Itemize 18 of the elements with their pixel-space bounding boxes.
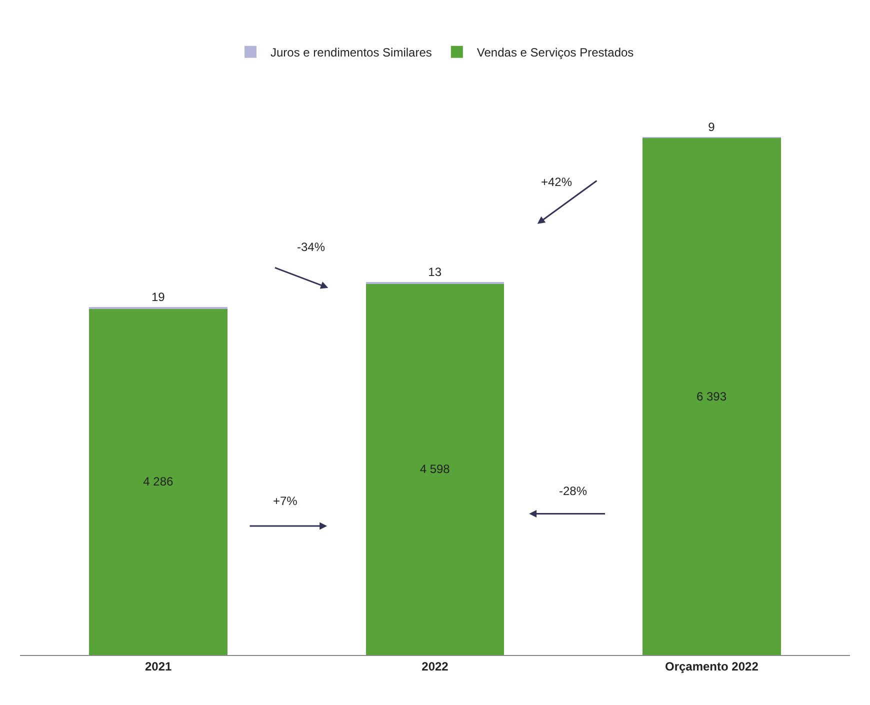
annotation: +42% xyxy=(541,175,572,189)
data-label: 4 598 xyxy=(420,462,450,476)
data-label: 9 xyxy=(708,120,716,134)
annotation: -28% xyxy=(559,484,588,498)
x-tick-label: 2021 xyxy=(144,659,172,674)
legend-label: Vendas e Serviços Prestados xyxy=(476,46,634,60)
x-tick-label: Orçamento 2022 xyxy=(664,659,759,674)
bar xyxy=(366,283,504,655)
x-tick-label: 2022 xyxy=(422,659,449,674)
data-label: 4 286 xyxy=(143,474,174,489)
data-label: 19 xyxy=(152,290,166,304)
annotation: -34% xyxy=(297,240,326,254)
bar xyxy=(642,138,781,655)
data-label: 13 xyxy=(428,265,442,279)
annotation: +7% xyxy=(273,494,298,508)
bar xyxy=(89,308,228,655)
legend-label: Juros e rendimentos Similares xyxy=(270,46,432,60)
data-label: 6 393 xyxy=(696,389,727,404)
